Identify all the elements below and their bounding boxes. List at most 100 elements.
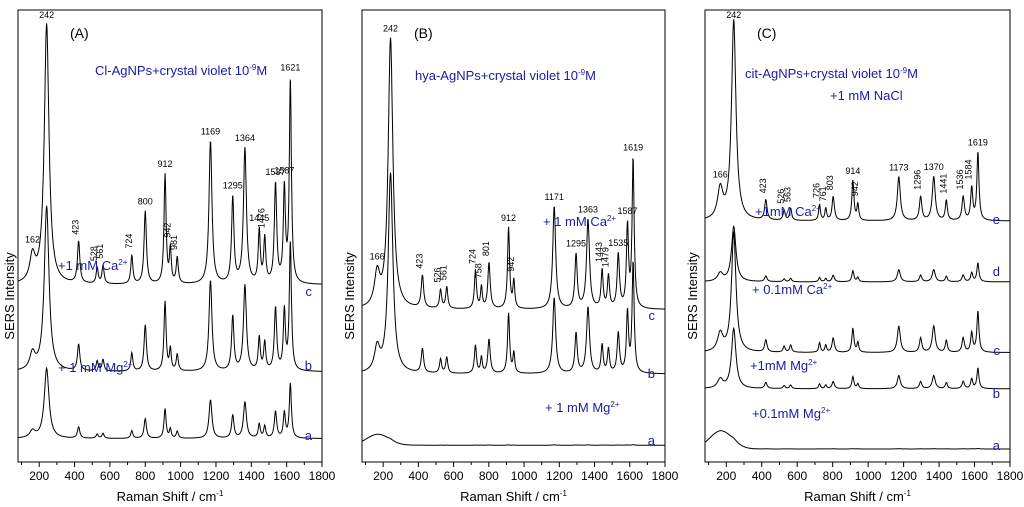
y-axis-label: SERS Intensity — [2, 252, 17, 340]
spectrum-trace-c — [361, 37, 665, 310]
chart-title: Cl-AgNPs+crystal violet 10-9M — [95, 63, 267, 78]
peak-label: 1171 — [545, 192, 564, 202]
series-label: + 1 mM Mg2+ — [58, 360, 133, 375]
x-tick-label: 200 — [373, 469, 393, 483]
peak-label: 1587 — [617, 206, 637, 216]
x-tick-label: 1800 — [652, 469, 679, 483]
spectrum-trace-a — [361, 433, 665, 446]
trace-letter: c — [649, 308, 656, 323]
peak-label: 1295 — [223, 181, 243, 191]
spectrum-trace-d — [704, 224, 1010, 283]
x-tick-label: 1600 — [961, 469, 988, 483]
series-label: + 0.1mM Ca2+ — [752, 282, 833, 297]
peak-label: 942 — [506, 257, 516, 272]
x-axis-label: Raman Shift / cm-1 — [460, 489, 567, 504]
peak-label: 1535 — [608, 238, 628, 248]
x-axis-label: Raman Shift / cm-1 — [117, 489, 224, 504]
x-tick-label: 1400 — [926, 469, 953, 483]
x-tick-label: 1400 — [238, 469, 265, 483]
peak-label: 800 — [138, 197, 153, 207]
peak-label: 1445 — [249, 213, 269, 223]
peak-label: 162 — [25, 235, 40, 245]
peak-label: 1619 — [968, 137, 988, 147]
peak-label: 423 — [758, 178, 768, 193]
trace-letter: b — [305, 358, 312, 373]
panel-label: (B) — [414, 25, 433, 41]
series-label: +0.1mM Mg2+ — [752, 406, 830, 421]
trace-letter: a — [648, 433, 656, 448]
series-label: +1mM Mg2+ — [750, 358, 818, 373]
x-tick-label: 400 — [408, 469, 428, 483]
x-tick-label: 1000 — [167, 469, 194, 483]
peak-label: 242 — [39, 10, 54, 20]
peak-label: 912 — [501, 213, 516, 223]
peak-label: 563 — [783, 187, 793, 202]
peak-label: 1587 — [274, 166, 294, 176]
peak-label: 1295 — [566, 239, 586, 249]
trace-letter: b — [993, 386, 1000, 401]
x-axis-label: Raman Shift / cm-1 — [804, 489, 911, 504]
peak-label: 1370 — [924, 162, 944, 172]
y-axis-label: SERS Intensity — [685, 252, 700, 340]
peak-label: 166 — [713, 169, 728, 179]
x-tick-label: 1800 — [997, 469, 1024, 483]
x-tick-label: 600 — [100, 469, 120, 483]
series-label: + 1 mM Ca2+ — [543, 214, 616, 229]
peak-label: 1364 — [235, 133, 255, 143]
x-tick-label: 600 — [787, 469, 807, 483]
x-tick-label: 400 — [752, 469, 772, 483]
peak-label: 758 — [473, 263, 483, 278]
peak-label: 526 — [776, 189, 786, 204]
peak-label: 423 — [414, 254, 424, 269]
x-tick-label: 800 — [823, 469, 843, 483]
peak-label: 942 — [162, 223, 172, 238]
peak-label: 1479 — [600, 247, 610, 267]
chart-title: hya-AgNPs+crystal violet 10-9M — [415, 68, 596, 83]
peak-label: 1296 — [913, 170, 923, 190]
x-tick-label: 1600 — [616, 469, 643, 483]
x-tick-label: 200 — [29, 469, 49, 483]
spectrum-trace-b — [705, 326, 1010, 390]
spectrum-trace-c — [17, 23, 322, 285]
peak-label: 423 — [71, 220, 81, 235]
x-tick-label: 1000 — [855, 469, 882, 483]
x-tick-label: 1600 — [273, 469, 300, 483]
peak-label: 1584 — [964, 159, 974, 179]
trace-letter: a — [305, 428, 313, 443]
peak-label: 1443 — [594, 242, 604, 262]
peak-label: 724 — [124, 234, 134, 249]
spectrum-trace-e — [704, 19, 1010, 222]
chart-title-line2: +1 mM NaCl — [830, 88, 903, 103]
peak-label: 1537 — [266, 167, 286, 177]
x-tick-label: 400 — [65, 469, 85, 483]
trace-letter: e — [993, 212, 1000, 227]
peak-label: 912 — [158, 159, 173, 169]
peak-label: 942 — [850, 181, 860, 196]
panel-a: 200 400 600 800 1000 1200 1400 1600 1800 Raman Sh… — [2, 9, 336, 504]
panel-b: 200 400 600 800 1000 1200 1400 1600 1800 Raman Sh… — [342, 9, 679, 504]
x-tick-label: 1200 — [203, 469, 230, 483]
plot-frame — [704, 9, 1011, 463]
x-tick-label: 800 — [135, 469, 155, 483]
peak-label: 914 — [845, 166, 860, 176]
peak-label: 1536 — [955, 169, 965, 189]
spectrum-trace-a — [704, 430, 1010, 450]
x-tick-label: 1200 — [890, 469, 917, 483]
peak-label: 761 — [818, 186, 828, 201]
series-label: +1 mM Ca2+ — [58, 258, 128, 273]
spectrum-trace-b — [17, 205, 322, 372]
panel-label: (A) — [70, 25, 89, 41]
peak-label: 1441 — [938, 174, 948, 194]
x-tick-label: 800 — [479, 469, 499, 483]
peak-label: 242 — [726, 10, 741, 20]
x-tick-label: 200 — [716, 469, 736, 483]
trace-letter: a — [993, 438, 1001, 453]
trace-letter: c — [994, 343, 1001, 358]
peak-label: 1621 — [280, 63, 300, 73]
chart-title: cit-AgNPs+crystal violet 10-9M — [745, 66, 918, 81]
peak-label: 1476 — [257, 208, 267, 228]
peak-label: 724 — [467, 249, 477, 264]
peak-label: 561 — [439, 265, 449, 280]
peak-label: 528 — [89, 246, 99, 261]
x-tick-label: 600 — [444, 469, 464, 483]
